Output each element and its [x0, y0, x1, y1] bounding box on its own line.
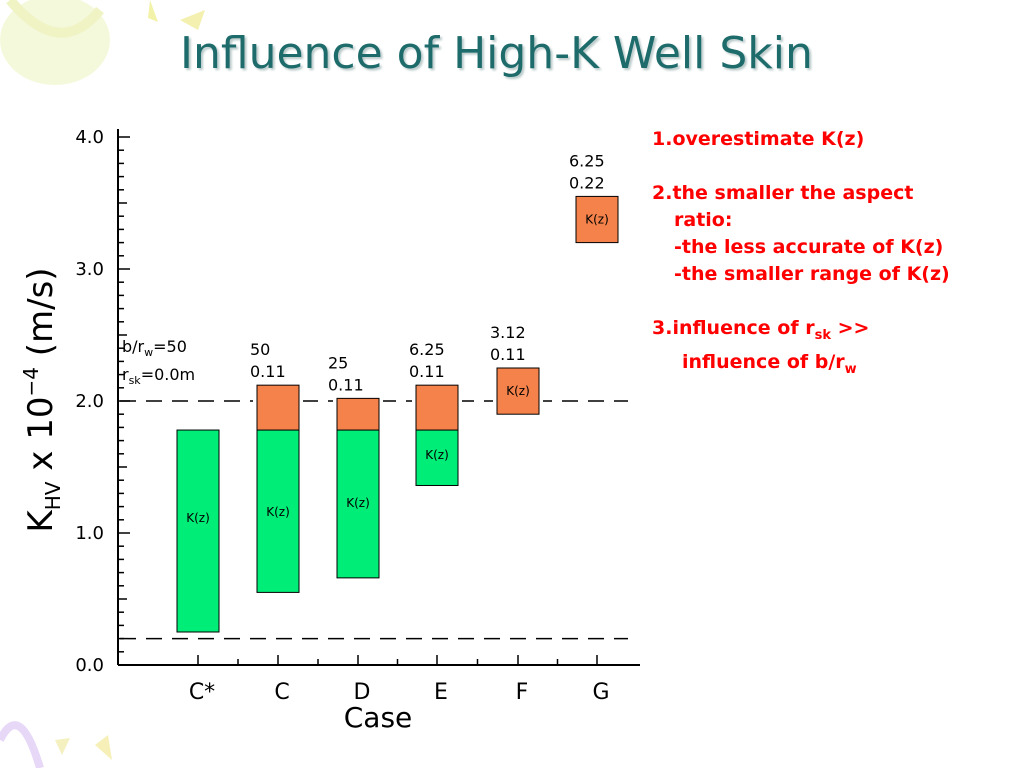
notes-panel: 1.overestimate K(z) 2.the smaller the as…: [652, 126, 1022, 410]
kz-label: K(z): [346, 496, 370, 510]
kz-label: K(z): [425, 448, 449, 462]
x-tick-label: C*: [189, 680, 215, 705]
kz-label: K(z): [585, 213, 609, 227]
y-tick-label: 4.0: [75, 127, 104, 148]
rsk-label: 0.11: [250, 362, 286, 381]
note-item-1: 1.overestimate K(z): [652, 128, 865, 150]
y-axis-label: KHV x 10−4 (m/s): [19, 267, 65, 532]
x-tick-label: F: [516, 680, 529, 705]
note-item-2-line-4: -the smaller range of K(z): [674, 263, 950, 285]
kz-label: K(z): [266, 505, 290, 519]
y-tick-label: 2.0: [75, 391, 104, 412]
rsk-label: 0.11: [328, 375, 364, 394]
note-item-2: 2.the smaller the aspect ratio: -the les…: [652, 180, 1022, 288]
x-tick-label: D: [354, 680, 371, 705]
note-item-3-line-1: 3.influence of rsk >>: [652, 317, 870, 343]
green-bar-C*: [176, 429, 220, 633]
kz-label: K(z): [506, 384, 530, 398]
kz-label: K(z): [186, 511, 210, 525]
aspect-ratio-label: 6.25: [409, 340, 445, 359]
orange-bar-D: [336, 397, 380, 431]
x-tick-label: C: [274, 680, 289, 705]
orange-bar-E: [415, 384, 459, 431]
slide-title: Influence of High-K Well Skin: [180, 28, 813, 79]
cstar-rsk-label: rsk=0.0m: [122, 365, 196, 388]
note-item-2-line-3: -the less accurate of K(z): [674, 236, 944, 258]
x-tick-label: E: [434, 680, 448, 705]
green-bar-E: [415, 429, 459, 486]
y-tick-label: 3.0: [75, 259, 104, 280]
aspect-ratio-label: 3.12: [490, 323, 526, 342]
cstar-aspect-label: b/rw=50: [122, 337, 187, 360]
y-tick-label: 1.0: [75, 523, 104, 544]
note-item-2-line-1: 2.the smaller the aspect: [652, 182, 914, 204]
aspect-ratio-label: 25: [328, 353, 348, 372]
note-item-3: 3.influence of rsk >> influence of b/rw: [652, 315, 1022, 383]
green-bar-D: [336, 429, 380, 579]
orange-bar-F: [496, 367, 540, 415]
x-axis-label: Case: [344, 701, 413, 734]
x-tick-label: G: [592, 680, 609, 705]
orange-bar-C: [256, 384, 300, 431]
y-tick-label: 0.0: [75, 655, 104, 676]
aspect-ratio-label: 6.25: [569, 151, 605, 170]
rsk-label: 0.11: [490, 345, 526, 364]
rsk-label: 0.22: [569, 173, 605, 192]
aspect-ratio-label: 50: [250, 340, 270, 359]
orange-bar-G: [575, 195, 619, 244]
cstar-annotation: b/rw=50 rsk=0.0m: [122, 336, 195, 392]
rsk-label: 0.11: [409, 362, 445, 381]
green-bar-C: [256, 429, 300, 593]
note-item-3-line-2: influence of b/rw: [682, 350, 857, 377]
note-item-2-line-2: ratio:: [674, 209, 733, 231]
